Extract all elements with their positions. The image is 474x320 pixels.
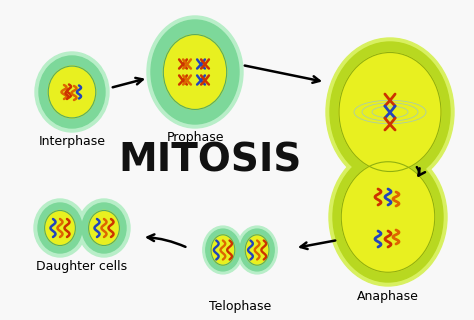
Ellipse shape [341,162,435,272]
Text: Interphase: Interphase [38,135,106,148]
Ellipse shape [82,203,126,253]
Ellipse shape [211,235,235,265]
Ellipse shape [34,199,86,257]
Text: Metaphase: Metaphase [356,190,424,203]
Ellipse shape [326,38,454,186]
Ellipse shape [339,52,441,172]
Ellipse shape [35,52,109,132]
Text: Anaphase: Anaphase [357,290,419,303]
Text: MITOSIS: MITOSIS [118,141,301,179]
Ellipse shape [38,203,82,253]
Ellipse shape [240,229,274,271]
Ellipse shape [48,66,96,118]
Ellipse shape [78,199,130,257]
Ellipse shape [39,56,105,128]
Ellipse shape [237,226,277,274]
Ellipse shape [151,20,239,124]
Ellipse shape [206,229,240,271]
Ellipse shape [147,16,243,128]
Ellipse shape [330,42,450,182]
Ellipse shape [164,35,227,109]
Ellipse shape [333,152,443,282]
Ellipse shape [245,235,269,265]
Ellipse shape [329,148,447,286]
Text: Telophase: Telophase [209,300,271,313]
Ellipse shape [203,226,243,274]
Text: Daughter cells: Daughter cells [36,260,128,273]
Ellipse shape [89,211,119,245]
Ellipse shape [45,211,75,245]
Text: Prophase: Prophase [166,131,224,144]
